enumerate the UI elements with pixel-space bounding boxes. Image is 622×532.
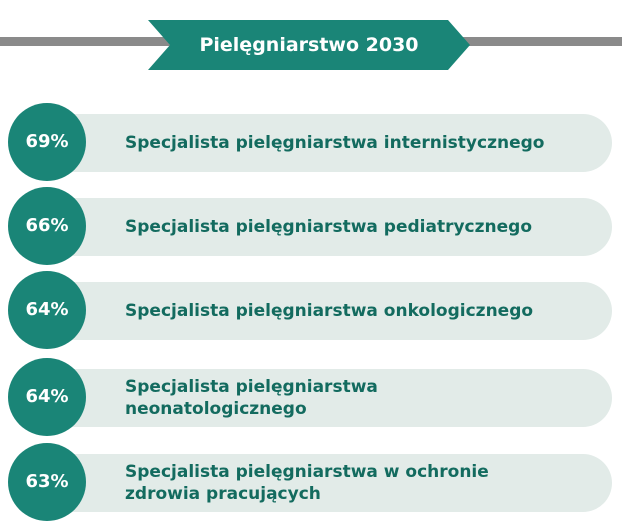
item-label: Specjalista pielęgniarstwa w ochronie zdr… <box>125 454 489 512</box>
item-background <box>40 282 612 340</box>
item-percent: 66% <box>8 187 86 265</box>
item: 64% Specjalista pielęgniarstwa onkologicz… <box>0 271 622 351</box>
item-label: Specjalista pielęgniarstwa internistyczn… <box>125 114 544 172</box>
item-percent: 64% <box>8 271 86 349</box>
header-title: Pielęgniarstwo 2030 <box>199 34 419 56</box>
item-percent: 64% <box>8 358 86 436</box>
item-percent: 69% <box>8 103 86 181</box>
item: 69% Specjalista pielęgniarstwa internisty… <box>0 103 622 183</box>
item: 63% Specjalista pielęgniarstwa w ochronie… <box>0 443 622 523</box>
item-label-line: Specjalista pielęgniarstwa w ochronie <box>125 462 489 482</box>
header-banner <box>148 20 470 70</box>
item: 64% Specjalista pielęgniarstwa neonatologi… <box>0 358 622 438</box>
item-label: Specjalista pielęgniarstwa neonatologiczn… <box>125 369 378 427</box>
item-label-line: Specjalista pielęgniarstwa <box>125 377 378 397</box>
item-label-line: Specjalista pielęgniarstwa internistyczn… <box>125 133 545 153</box>
item-percent: 63% <box>8 443 86 521</box>
item-background <box>40 369 612 427</box>
item-label: Specjalista pielęgniarstwa pediatryczneg… <box>125 198 532 256</box>
item-label-line: zdrowia pracujących <box>125 484 321 504</box>
item-background <box>40 198 612 256</box>
item: 66% Specjalista pielęgniarstwa pediatrycz… <box>0 187 622 267</box>
item-label-line: Specjalista pielęgniarstwa onkologiczneg… <box>125 301 534 321</box>
item-background <box>40 454 612 512</box>
item-background <box>40 114 612 172</box>
item-label-line: neonatologicznego <box>125 399 307 419</box>
item-label: Specjalista pielęgniarstwa onkologiczneg… <box>125 282 533 340</box>
item-label-line: Specjalista pielęgniarstwa pediatryczneg… <box>125 217 532 237</box>
